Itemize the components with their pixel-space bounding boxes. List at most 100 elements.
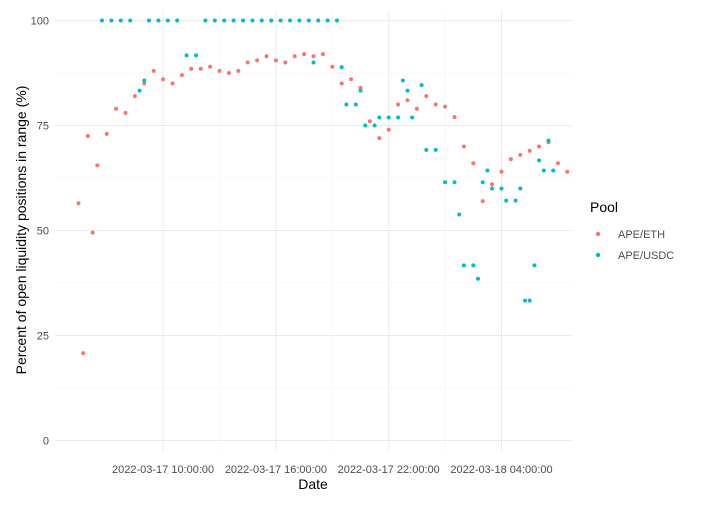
y-axis-title: Percent of open liquidity positions in r… [13,86,29,375]
point [90,230,95,235]
point [288,18,292,23]
point [297,18,302,23]
point [537,144,542,149]
y-tick-label: 100 [31,16,49,28]
point [471,161,476,166]
point [245,60,250,65]
point [541,168,546,173]
point [480,199,485,204]
point [386,127,391,132]
point [386,115,391,120]
point [283,60,288,65]
point [367,119,372,124]
point [250,18,255,23]
point [264,54,269,59]
point [377,115,382,120]
point [278,18,283,23]
point [156,18,161,23]
point [433,147,438,152]
point [499,186,504,191]
point [476,276,480,281]
point [485,168,490,173]
y-tick-label: 75 [37,121,49,133]
point [518,186,523,191]
point [325,18,330,23]
point [81,351,86,356]
point [461,144,466,149]
point [452,180,457,185]
point [292,54,297,59]
point [358,88,363,93]
point [184,53,189,58]
point [118,18,123,23]
point [414,106,419,111]
point [269,18,274,23]
point [499,169,504,174]
point [452,115,457,120]
point [165,18,170,23]
point [95,163,100,168]
point [151,68,156,73]
point [339,81,344,86]
point [128,18,133,23]
point [137,88,142,93]
point [555,161,560,166]
point [410,115,415,120]
point [306,18,311,23]
point [565,169,570,174]
point [461,263,466,268]
point [76,201,81,206]
legend-title: Pool [590,199,618,215]
point [109,18,114,23]
point [222,18,227,23]
point [104,131,109,136]
point [311,60,316,65]
point [236,68,241,73]
point [377,136,382,141]
point [208,64,213,69]
point [212,18,217,23]
x-tick-label: 2022-03-18 04:00:00 [450,464,552,476]
point [194,53,198,58]
point [147,18,151,23]
point [316,18,321,23]
point [424,94,429,99]
point [123,110,128,115]
point [419,83,424,88]
point [339,65,344,70]
point [353,102,358,107]
point [400,78,405,83]
point [142,78,147,83]
point [189,66,194,71]
legend-marker [595,231,601,237]
point [85,134,90,138]
point [457,212,462,217]
point [255,58,260,63]
point [161,77,166,82]
x-tick-label: 2022-03-17 22:00:00 [338,464,440,476]
point [142,81,147,86]
y-tick-label: 50 [37,226,49,238]
point [490,186,495,191]
point [179,73,184,78]
point [490,182,495,187]
point [320,52,325,57]
point [372,123,377,128]
point [443,180,448,185]
y-tick-label: 25 [37,331,49,343]
point [311,54,316,59]
x-tick-label: 2022-03-17 10:00:00 [112,464,214,476]
point [132,94,137,99]
point [546,138,551,143]
point [433,102,438,107]
x-tick-label: 2022-03-17 16:00:00 [225,464,327,476]
point [114,106,119,111]
legend-label: APE/ETH [618,229,665,241]
point [241,18,245,23]
point [302,52,307,57]
point [527,298,532,303]
point [532,263,537,268]
point [396,115,401,120]
point [363,123,368,128]
